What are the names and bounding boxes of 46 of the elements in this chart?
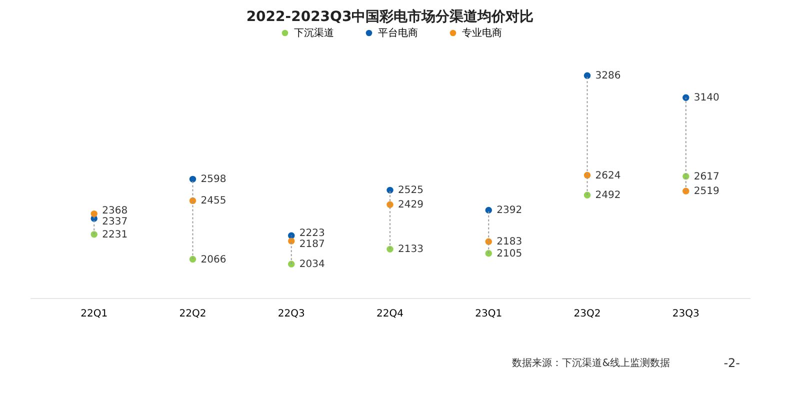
legend-label: 下沉渠道 [294, 27, 334, 39]
data-label: 2034 [299, 259, 325, 270]
data-label: 2598 [200, 174, 226, 186]
point [584, 192, 591, 198]
data-label: 2105 [496, 248, 522, 260]
data-label: 2519 [694, 186, 720, 198]
data-label: 2133 [398, 244, 424, 256]
data-label: 2183 [496, 236, 522, 248]
chart-title: 2022-2023Q3中国彩电市场分渠道均价对比 [246, 8, 534, 25]
point [682, 94, 690, 101]
data-label: 2525 [398, 185, 424, 196]
source-note: 数据来源：下沉渠道&线上监测数据 [512, 357, 670, 369]
data-label: 2187 [299, 238, 325, 250]
x-tick-label: 22Q2 [179, 308, 206, 320]
x-tick-label: 23Q3 [672, 308, 700, 320]
point [485, 206, 492, 214]
point [584, 72, 591, 79]
point [386, 186, 394, 194]
data-label: 2231 [102, 229, 128, 240]
x-tick-label: 23Q2 [574, 308, 601, 320]
x-tick-label: 22Q4 [376, 308, 404, 320]
data-label: 2368 [102, 206, 128, 217]
data-label: 2617 [694, 171, 720, 182]
data-label: 2066 [200, 254, 226, 266]
point [288, 260, 295, 268]
point [90, 210, 98, 218]
data-label: 2223 [299, 228, 325, 239]
point [386, 246, 394, 253]
data-label: 2429 [398, 200, 424, 211]
text: -2- [724, 356, 740, 370]
data-label: 2624 [595, 170, 621, 182]
data-label: 2337 [102, 216, 128, 228]
legend-label: 平台电商 [378, 27, 418, 39]
point [90, 231, 98, 238]
legend-label: 专业电商 [462, 27, 502, 39]
data-label: 2392 [496, 205, 522, 216]
x-tick-label: 22Q1 [80, 308, 108, 320]
point [485, 250, 492, 257]
point [189, 176, 196, 183]
data-label: 2455 [200, 196, 226, 207]
data-label: 3286 [595, 70, 621, 82]
data-label: 3140 [694, 92, 720, 104]
x-tick-label: 23Q1 [475, 308, 502, 320]
data-label: 2492 [595, 190, 621, 202]
x-tick-label: 22Q3 [278, 308, 305, 320]
point [682, 188, 690, 194]
